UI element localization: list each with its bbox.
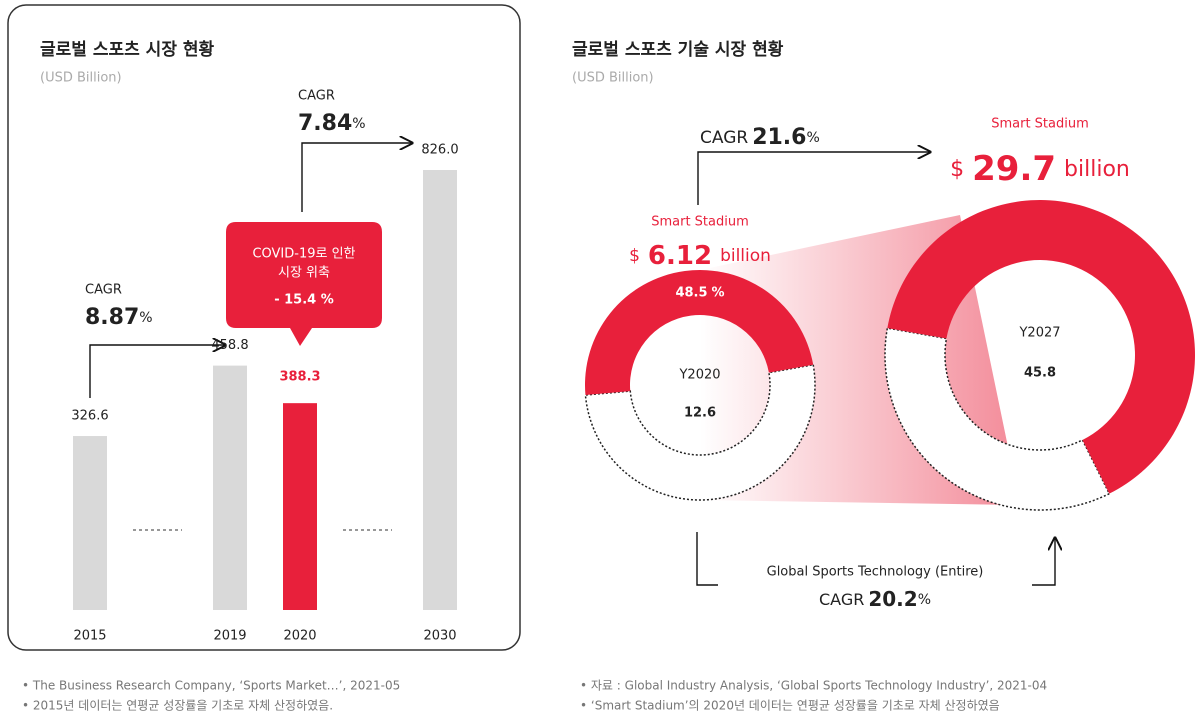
- value-label: 326.6: [71, 409, 108, 424]
- cagr-arrow: [89, 345, 225, 398]
- cagr-unit: %: [806, 130, 819, 146]
- value-label: 826.0: [421, 143, 458, 158]
- cagr-label: CAGR: [700, 128, 748, 148]
- value-label: 388.3: [279, 370, 320, 385]
- bar: [73, 436, 107, 610]
- cagr-unit: %: [352, 116, 365, 132]
- footnote: • 자료 : Global Industry Analysis, ‘Global…: [580, 679, 1047, 693]
- entire-bracket: [1032, 538, 1055, 586]
- footnote: • 2015년 데이터는 연평균 성장률을 기초로 자체 산정하였음.: [22, 699, 333, 713]
- x-tick-label: 2030: [423, 629, 456, 644]
- cagr-arrow: [301, 143, 412, 212]
- entire-name: Global Sports Technology (Entire): [767, 565, 984, 580]
- x-tick-label: 2020: [283, 629, 316, 644]
- rest-segment: [584, 363, 816, 501]
- cagr-unit: %: [918, 592, 931, 608]
- share-label: 48.5%: [675, 285, 724, 300]
- cagr-label: CAGR: [85, 283, 122, 298]
- cagr-value: 8.87%: [85, 305, 153, 330]
- share-unit: %: [712, 285, 725, 300]
- covid-callout: [226, 222, 382, 346]
- smart-stadium-segment: [887, 199, 1195, 494]
- cagr-unit: %: [139, 310, 152, 326]
- unit: billion: [1064, 157, 1130, 182]
- unit: billion: [720, 246, 771, 266]
- chart-subtitle: (USD Billion): [572, 71, 654, 86]
- entire-bracket: [696, 532, 718, 586]
- chart-subtitle: (USD Billion): [40, 71, 122, 86]
- cagr-label: CAGR: [819, 590, 864, 609]
- entire-cagr: CAGR 20.2%: [819, 587, 931, 611]
- callout-line: 시장 위축: [278, 266, 330, 281]
- amount: 29.7: [972, 149, 1056, 189]
- panel-frame: [7, 4, 521, 651]
- currency: $: [629, 246, 640, 266]
- cagr-value: 7.84%: [298, 111, 366, 136]
- segment-name: Smart Stadium: [651, 215, 749, 230]
- x-tick-label: 2015: [73, 629, 106, 644]
- ring-total: 45.8: [1024, 366, 1056, 381]
- bar: [283, 403, 317, 610]
- chart-title: 글로벌 스포츠 기술 시장 현황: [572, 40, 784, 60]
- segment-name: Smart Stadium: [991, 117, 1089, 132]
- donuts: Y2020 12.6 48.5 % Y2027 45.8: [584, 199, 1195, 511]
- cagr-number: 20.2: [868, 587, 917, 611]
- bar: [423, 170, 457, 610]
- ring-total: 12.6: [684, 406, 716, 421]
- chart-title: 글로벌 스포츠 시장 현황: [40, 40, 215, 60]
- cagr-value: CAGR 21.6%: [700, 125, 820, 150]
- cagr-number: 21.6: [752, 125, 806, 150]
- value-label: 458.8: [211, 338, 248, 353]
- cagr-number: 7.84: [298, 111, 352, 136]
- callout-line: COVID-19로 인한: [252, 247, 355, 262]
- footnote: • ‘Smart Stadium’의 2020년 데이터는 연평균 성장률을 기…: [580, 699, 1000, 713]
- cagr-number: 8.87: [85, 305, 139, 330]
- segment-value: $29.7 billion: [950, 149, 1130, 189]
- rest-segment: [884, 327, 1111, 511]
- smart-stadium-segment: [585, 269, 814, 396]
- cagr-arrow: [697, 152, 930, 205]
- ring-label: Y2027: [1018, 326, 1060, 341]
- callout-value: - 15.4 %: [274, 293, 334, 308]
- footnote: • The Business Research Company, ‘Sports…: [22, 679, 400, 693]
- segment-value: $6.12 billion: [629, 241, 771, 271]
- share-value: 48.5: [675, 285, 707, 300]
- x-tick-label: 2019: [213, 629, 246, 644]
- ring-label: Y2020: [678, 368, 720, 383]
- bar: [213, 365, 247, 610]
- cagr-label: CAGR: [298, 89, 335, 104]
- currency: $: [950, 157, 964, 182]
- amount: 6.12: [648, 241, 712, 271]
